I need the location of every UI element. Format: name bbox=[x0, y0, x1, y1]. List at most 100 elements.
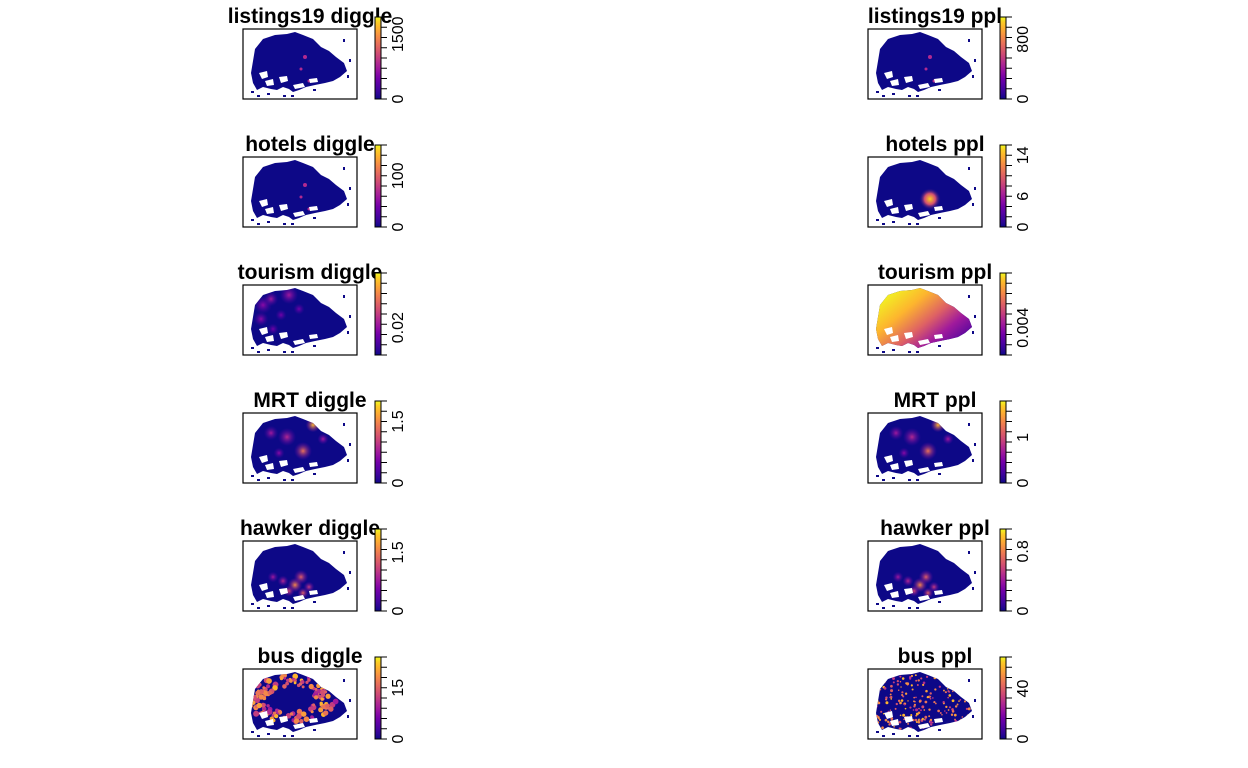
density-hotspot bbox=[275, 309, 287, 321]
density-hotspot bbox=[253, 311, 269, 327]
density-speck bbox=[969, 682, 972, 686]
islet bbox=[343, 423, 345, 426]
water-area bbox=[279, 588, 288, 595]
islet bbox=[257, 95, 260, 97]
density-speck bbox=[922, 683, 925, 687]
density-speck bbox=[262, 686, 266, 690]
legend-tick-label: 40 bbox=[1015, 680, 1032, 698]
islet bbox=[972, 331, 974, 334]
panel-title: bus ppl bbox=[898, 645, 973, 668]
legend-tick-label: 0.004 bbox=[1015, 308, 1032, 348]
density-hotspot bbox=[928, 55, 932, 59]
density-speck bbox=[262, 696, 267, 701]
density-raster bbox=[247, 672, 347, 732]
density-speck bbox=[912, 709, 915, 711]
density-speck bbox=[956, 703, 959, 706]
density-speck bbox=[883, 687, 887, 690]
density-speck bbox=[954, 718, 956, 721]
density-speck bbox=[247, 699, 250, 702]
density-raster bbox=[251, 544, 347, 604]
density-speck bbox=[305, 680, 309, 684]
islet bbox=[349, 187, 351, 190]
panel-title: listings19 ppl bbox=[868, 5, 1002, 28]
density-speck bbox=[938, 727, 941, 730]
density-speck bbox=[945, 712, 948, 714]
density-speck bbox=[900, 699, 904, 702]
density-hotspot bbox=[294, 442, 312, 460]
islet bbox=[343, 551, 345, 554]
islet bbox=[882, 95, 885, 97]
legend-colorbar bbox=[375, 657, 381, 739]
density-speck bbox=[913, 696, 916, 699]
density-speck bbox=[890, 717, 894, 720]
islet bbox=[291, 95, 294, 97]
islet bbox=[938, 217, 941, 219]
islet bbox=[908, 223, 911, 225]
islet bbox=[972, 587, 974, 590]
density-raster bbox=[251, 160, 347, 220]
legend-colorbar bbox=[375, 401, 381, 483]
legend-tick-label: 0 bbox=[390, 94, 407, 103]
islet bbox=[916, 351, 919, 353]
density-speck bbox=[925, 675, 929, 678]
density-speck bbox=[897, 699, 901, 703]
density-hotspot bbox=[278, 428, 296, 446]
islet bbox=[882, 479, 885, 481]
density-speck bbox=[897, 689, 900, 691]
density-speck bbox=[293, 678, 297, 683]
density-speck bbox=[254, 682, 261, 689]
density-speck bbox=[924, 715, 928, 719]
density-speck bbox=[939, 712, 942, 715]
legend-tick-label: 0 bbox=[390, 734, 407, 743]
water-area bbox=[934, 334, 943, 339]
water-area bbox=[904, 588, 913, 595]
density-speck bbox=[951, 710, 955, 713]
density-hotspot bbox=[918, 569, 934, 585]
density-speck bbox=[938, 685, 942, 688]
density-speck bbox=[942, 700, 945, 704]
islet bbox=[972, 459, 974, 462]
density-speck bbox=[898, 720, 902, 724]
water-area bbox=[904, 460, 913, 467]
density-speck bbox=[915, 720, 918, 723]
density-speck bbox=[952, 690, 954, 693]
water-area bbox=[265, 335, 274, 342]
density-speck bbox=[261, 706, 267, 712]
islet bbox=[343, 679, 345, 682]
water-area bbox=[279, 332, 288, 339]
density-speck bbox=[942, 725, 944, 728]
density-speck bbox=[314, 690, 318, 694]
density-speck bbox=[904, 707, 907, 710]
density-speck bbox=[953, 713, 957, 717]
density-raster bbox=[251, 288, 347, 348]
panel-title: hawker ppl bbox=[880, 517, 990, 540]
legend-tick-label: 0.8 bbox=[1015, 540, 1032, 562]
density-speck bbox=[293, 718, 300, 724]
islet bbox=[291, 223, 294, 225]
islet bbox=[267, 349, 270, 351]
water-area bbox=[884, 455, 893, 463]
islet bbox=[257, 607, 260, 609]
legend-tick-label: 0 bbox=[1015, 606, 1032, 615]
panel-title: bus diggle bbox=[258, 645, 363, 668]
density-speck bbox=[884, 718, 888, 722]
density-speck bbox=[948, 706, 952, 709]
density-speck bbox=[948, 726, 951, 729]
water-area bbox=[884, 71, 893, 79]
legend-tick-label: 15 bbox=[390, 679, 407, 697]
water-area bbox=[259, 327, 268, 335]
islet bbox=[313, 473, 316, 475]
panel: bus ppl 0 40 bbox=[867, 645, 1032, 743]
density-speck bbox=[877, 701, 881, 705]
legend-tick-label: 6 bbox=[1015, 192, 1032, 201]
density-speck bbox=[952, 686, 955, 690]
water-area bbox=[293, 83, 305, 89]
panel: tourism ppl 0.004 bbox=[867, 261, 1032, 356]
islet bbox=[968, 423, 970, 426]
water-area bbox=[890, 79, 899, 86]
density-speck bbox=[960, 726, 964, 730]
density-speck bbox=[256, 702, 263, 709]
density-speck bbox=[301, 685, 305, 689]
density-speck bbox=[959, 698, 962, 701]
